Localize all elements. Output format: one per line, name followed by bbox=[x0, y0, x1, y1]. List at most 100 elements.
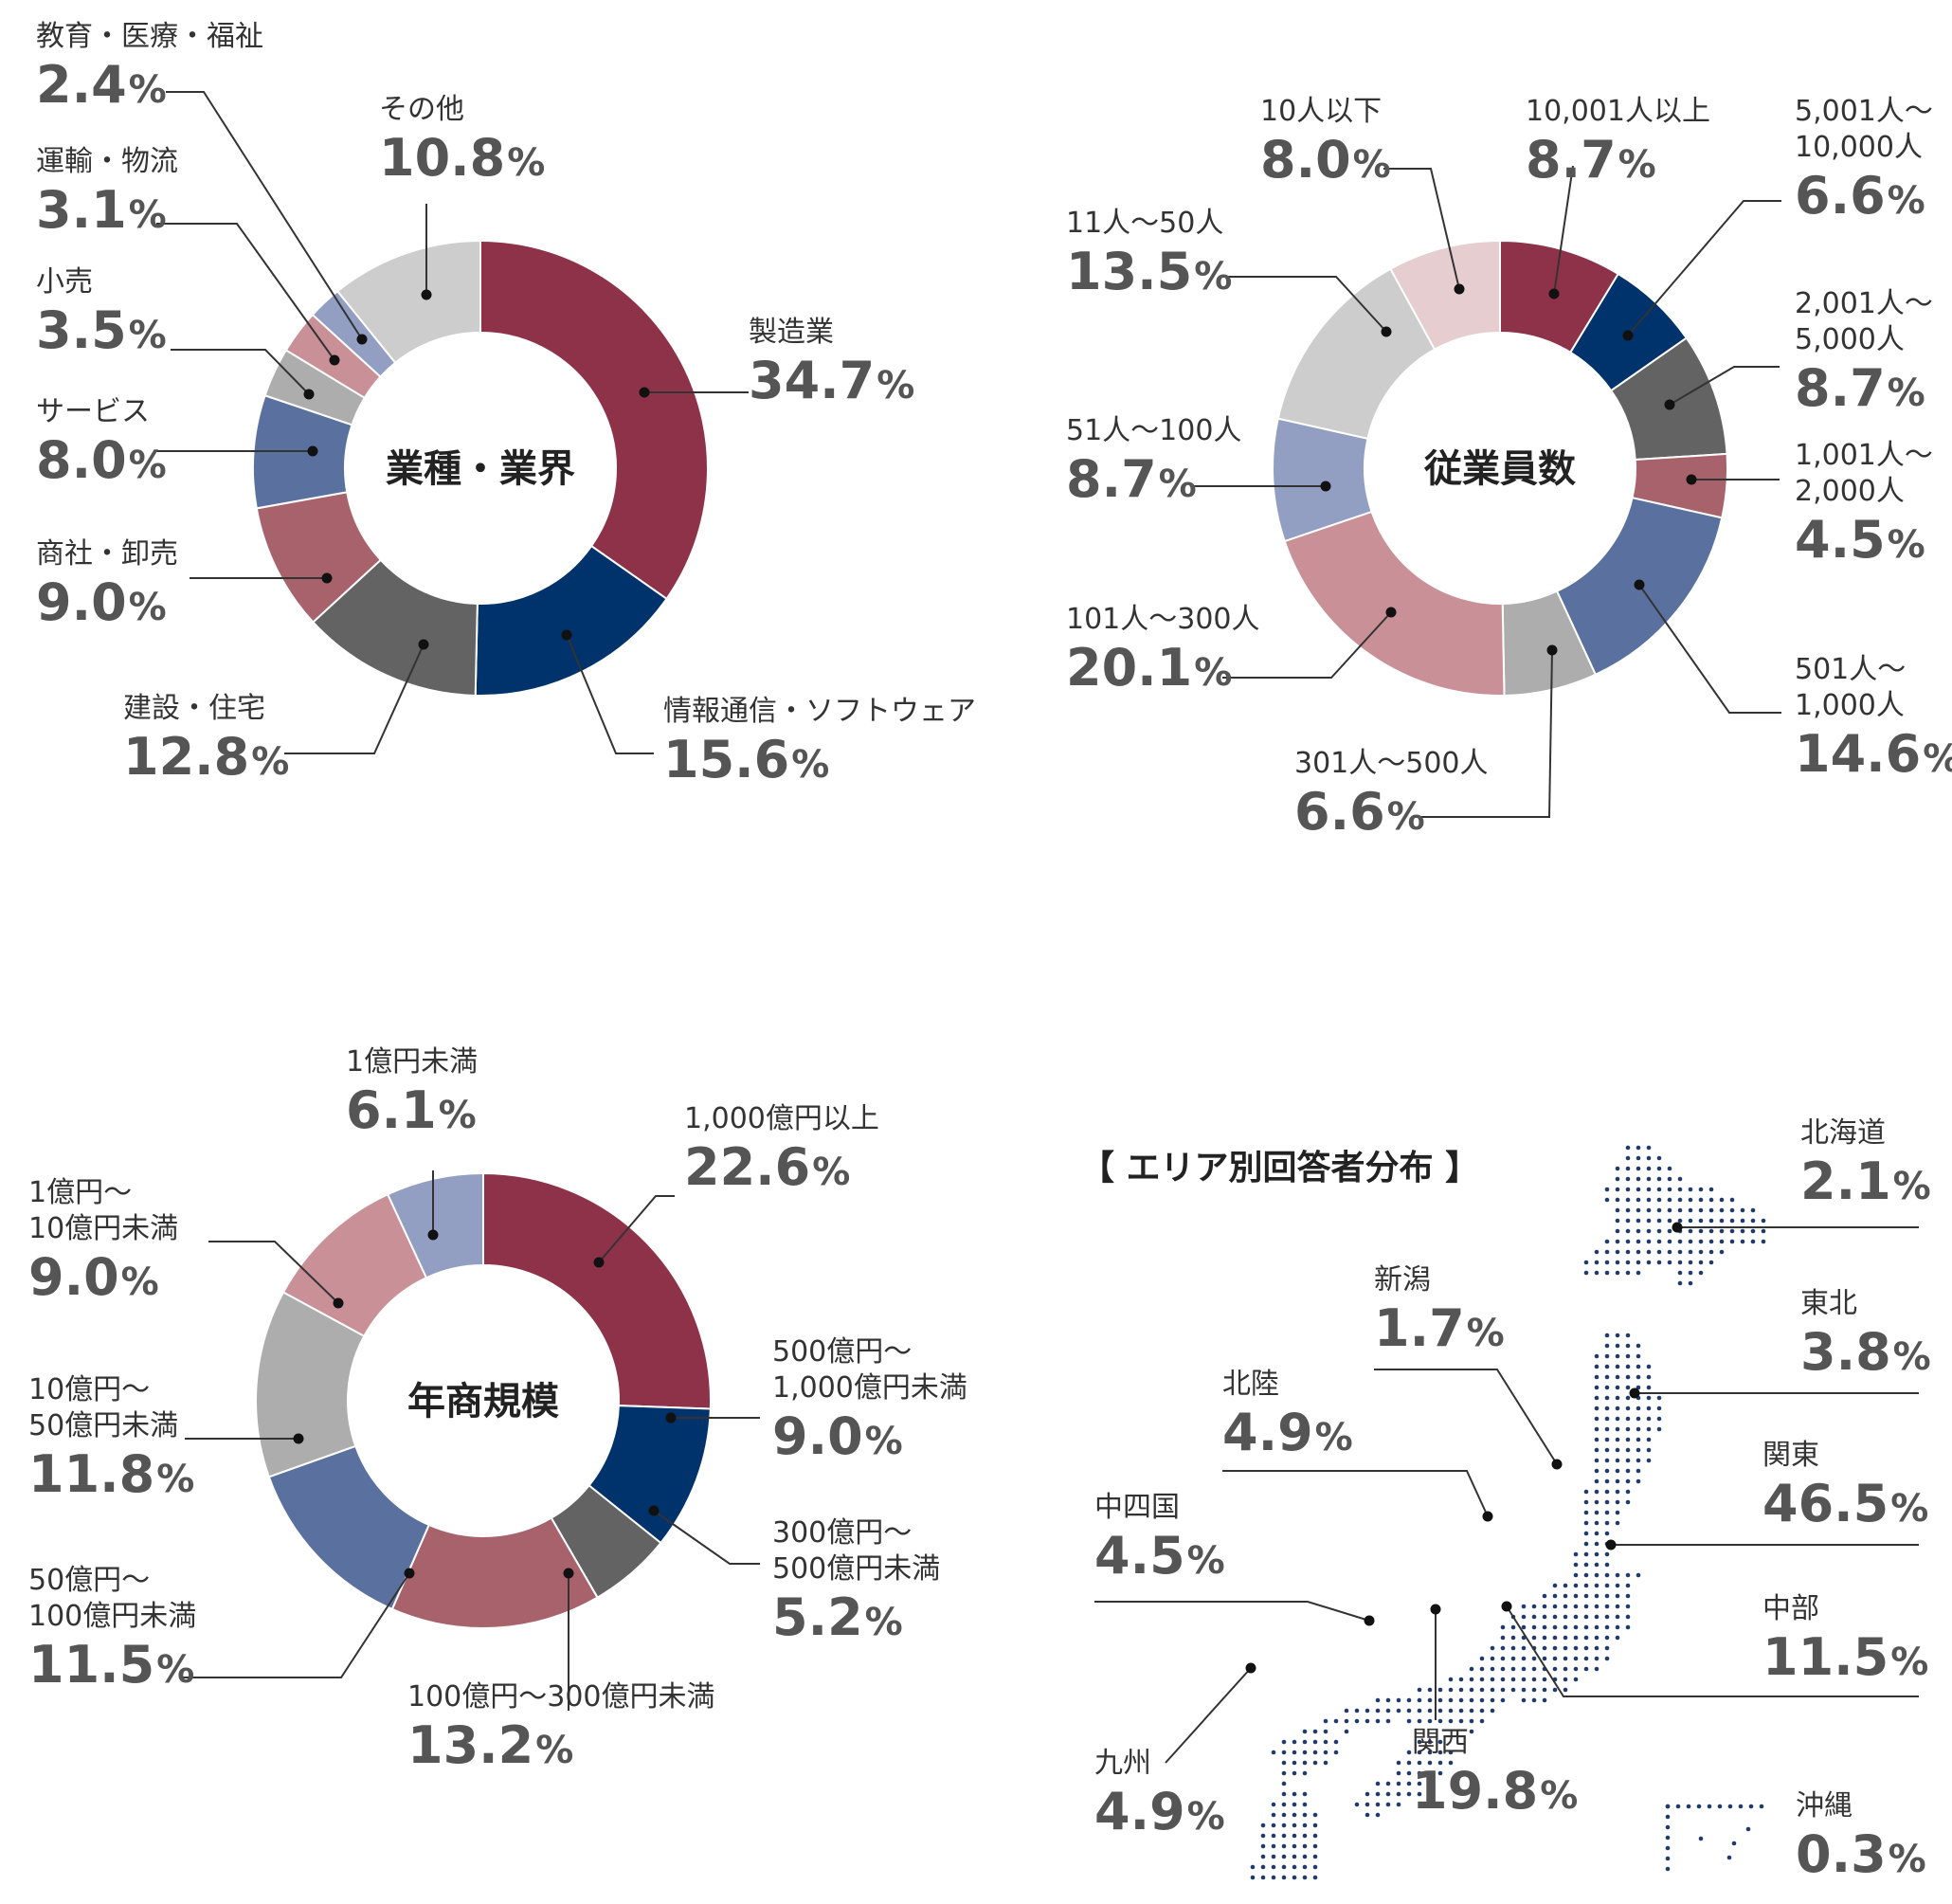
slice-label: その他 bbox=[379, 93, 464, 126]
map-dot bbox=[1667, 1260, 1672, 1265]
region-value: 4.5% bbox=[1094, 1526, 1225, 1586]
map-dot bbox=[1708, 1249, 1714, 1255]
leader-line bbox=[1669, 366, 1780, 406]
map-dot bbox=[1260, 1822, 1266, 1828]
map-dot bbox=[1729, 1197, 1735, 1203]
region-value: 4.9% bbox=[1222, 1403, 1353, 1462]
map-dot bbox=[1615, 1343, 1620, 1349]
map-dot bbox=[1594, 1270, 1600, 1276]
map-dot bbox=[1292, 1833, 1297, 1839]
map-leader-dot bbox=[1501, 1601, 1512, 1612]
map-dot bbox=[1396, 1802, 1401, 1807]
map-dot bbox=[1615, 1489, 1620, 1495]
map-dot bbox=[1625, 1218, 1631, 1224]
map-dot bbox=[1604, 1510, 1610, 1515]
leader-dot bbox=[648, 1505, 660, 1516]
map-dot bbox=[1625, 1260, 1631, 1265]
slice-label: 300億円～ bbox=[772, 1516, 912, 1550]
slice-label: 教育・医療・福祉 bbox=[36, 20, 263, 53]
leader-dot bbox=[421, 289, 432, 300]
map-dot bbox=[1625, 1145, 1631, 1151]
map-dot bbox=[1740, 1239, 1745, 1244]
map-dot bbox=[1677, 1176, 1683, 1182]
map-dot bbox=[1708, 1187, 1714, 1192]
map-dot bbox=[1542, 1635, 1547, 1641]
map-dot bbox=[1667, 1207, 1672, 1213]
map-leader-dot bbox=[1629, 1387, 1640, 1399]
map-dot bbox=[1385, 1708, 1391, 1714]
map-dot bbox=[1552, 1666, 1558, 1672]
map-dot bbox=[1510, 1677, 1516, 1682]
map-dot bbox=[1427, 1739, 1433, 1745]
map-dot bbox=[1469, 1708, 1474, 1714]
slice-label: 50億円～ bbox=[28, 1564, 150, 1597]
slice-label: 301人～500人 bbox=[1294, 747, 1489, 780]
map-dot bbox=[1500, 1677, 1506, 1682]
map-dot bbox=[1500, 1635, 1506, 1641]
map-dot bbox=[1594, 1468, 1600, 1474]
map-dot bbox=[1437, 1770, 1443, 1776]
map-dot bbox=[1594, 1593, 1600, 1599]
map-dot bbox=[1740, 1207, 1745, 1213]
map-dot bbox=[1583, 1572, 1589, 1578]
map-dot bbox=[1656, 1187, 1662, 1192]
map-dot bbox=[1396, 1697, 1401, 1703]
leader-dot bbox=[1634, 579, 1645, 590]
map-dot bbox=[1437, 1760, 1443, 1766]
map-dot bbox=[1385, 1802, 1391, 1807]
map-dot bbox=[1510, 1656, 1516, 1661]
map-dot bbox=[1312, 1843, 1318, 1849]
map-dot bbox=[1427, 1750, 1433, 1755]
map-dot bbox=[1583, 1531, 1589, 1536]
map-dot bbox=[1281, 1864, 1287, 1870]
map-dot bbox=[1604, 1405, 1610, 1411]
map-dot bbox=[1604, 1249, 1610, 1255]
map-dot bbox=[1688, 1207, 1693, 1213]
map-dot bbox=[1573, 1593, 1579, 1599]
map-dot bbox=[1729, 1239, 1735, 1244]
map-dot bbox=[1719, 1228, 1725, 1234]
slice-label: 1,001人～ bbox=[1795, 439, 1933, 472]
map-dot bbox=[1636, 1478, 1641, 1484]
map-dot bbox=[1583, 1583, 1589, 1588]
map-dot bbox=[1667, 1239, 1672, 1244]
map-dot bbox=[1615, 1604, 1620, 1609]
map-dot bbox=[1594, 1416, 1600, 1422]
okinawa-dot bbox=[1686, 1804, 1691, 1809]
map-dot bbox=[1594, 1604, 1600, 1609]
slice-value: 8.7% bbox=[1066, 449, 1197, 509]
slice-label: 100億円未満 bbox=[28, 1600, 196, 1633]
map-dot bbox=[1281, 1833, 1287, 1839]
map-dot bbox=[1302, 1843, 1308, 1849]
map-dot bbox=[1594, 1374, 1600, 1380]
map-dot bbox=[1615, 1166, 1620, 1171]
map-dot bbox=[1615, 1385, 1620, 1390]
slice-label: 500億円～ bbox=[772, 1335, 912, 1369]
map-dot bbox=[1677, 1187, 1683, 1192]
map-dot bbox=[1427, 1718, 1433, 1724]
map-dot bbox=[1469, 1687, 1474, 1693]
map-leader-line bbox=[1094, 1601, 1370, 1622]
map-dot bbox=[1542, 1645, 1547, 1651]
map-dot bbox=[1688, 1249, 1693, 1255]
map-dot bbox=[1469, 1718, 1474, 1724]
map-dot bbox=[1521, 1687, 1527, 1693]
map-dot bbox=[1281, 1802, 1287, 1807]
map-dot bbox=[1427, 1697, 1433, 1703]
map-dot bbox=[1396, 1791, 1401, 1797]
map-dot bbox=[1312, 1833, 1318, 1839]
okinawa-dot bbox=[1665, 1866, 1671, 1872]
leader-dot bbox=[303, 389, 315, 400]
map-dot bbox=[1604, 1635, 1610, 1641]
leader-line bbox=[171, 349, 310, 395]
donut-slice bbox=[335, 239, 481, 365]
map-dot bbox=[1615, 1499, 1620, 1505]
map-dot bbox=[1625, 1447, 1631, 1453]
leader-dot bbox=[1686, 474, 1697, 485]
map-dot bbox=[1625, 1353, 1631, 1359]
map-dot bbox=[1531, 1666, 1537, 1672]
map-dot bbox=[1646, 1207, 1652, 1213]
leader-dot bbox=[1385, 607, 1397, 618]
okinawa-dot bbox=[1698, 1836, 1704, 1841]
map-dot bbox=[1573, 1666, 1579, 1672]
